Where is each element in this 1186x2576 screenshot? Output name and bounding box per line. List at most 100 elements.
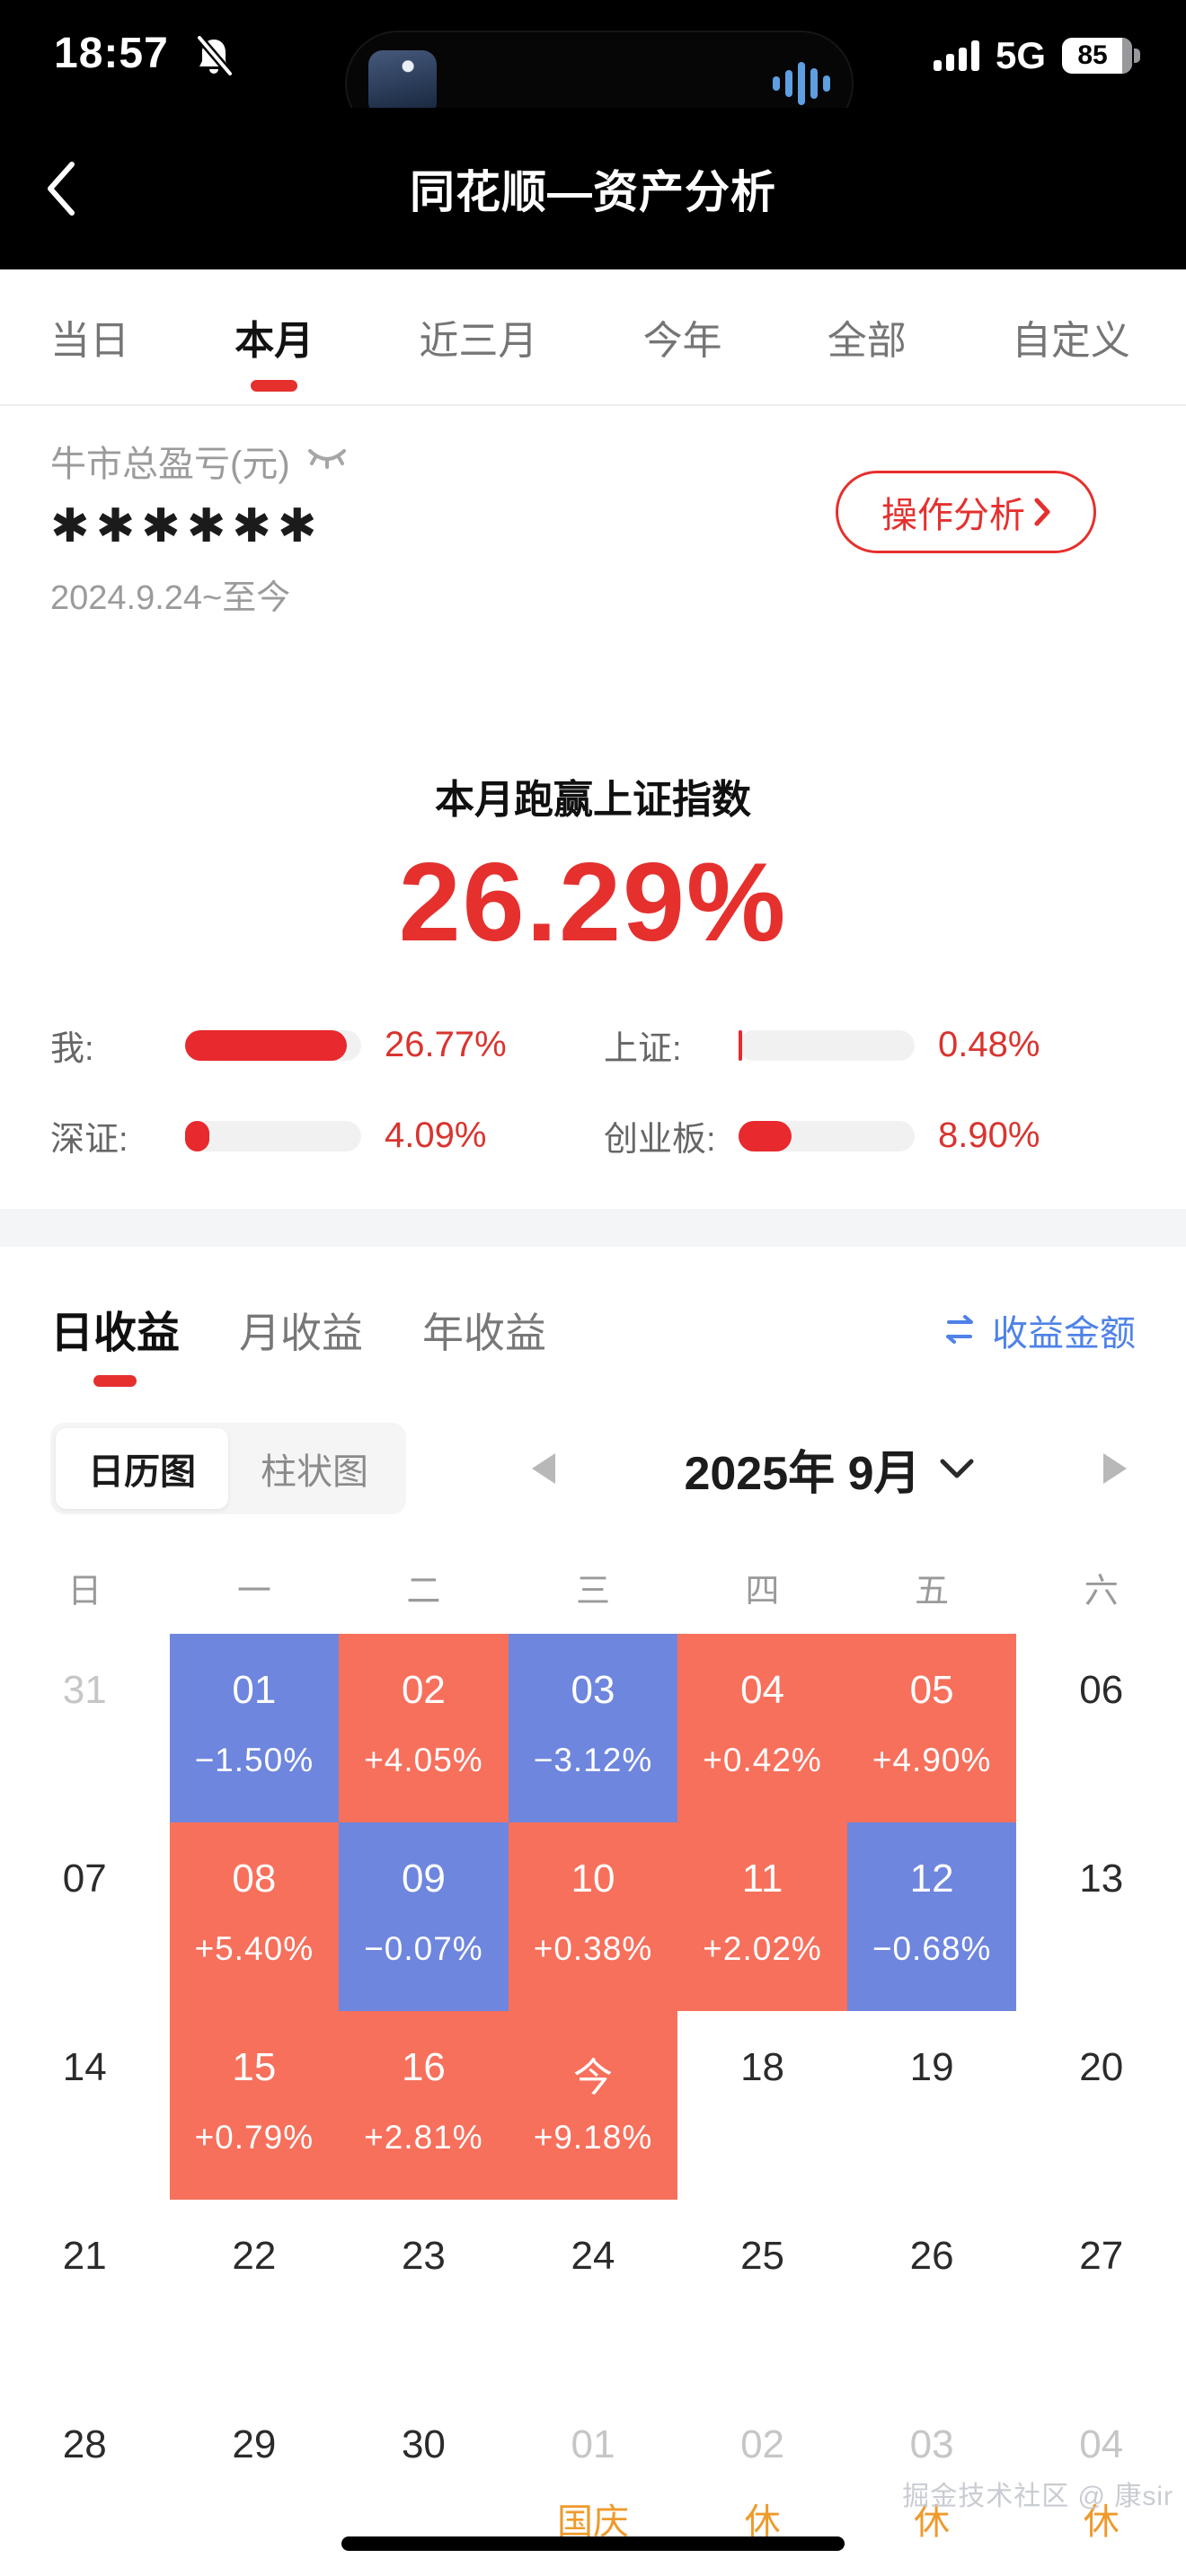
next-month-button[interactable] bbox=[1103, 1453, 1127, 1484]
view-calendar-chart[interactable]: 日历图 bbox=[56, 1428, 228, 1509]
prev-month-button[interactable] bbox=[532, 1453, 555, 1484]
tab-monthly-earnings[interactable]: 月收益 bbox=[239, 1310, 364, 1356]
month-label: 2025年 9月 bbox=[684, 1447, 921, 1500]
day-number: 09 bbox=[401, 1857, 446, 1901]
calendar-cell-31[interactable]: 31 bbox=[0, 1634, 170, 1822]
home-indicator[interactable] bbox=[341, 2536, 845, 2551]
tab-this-month[interactable]: 本月 bbox=[235, 269, 314, 404]
calendar-cell-02[interactable]: 02 +4.05% bbox=[339, 1634, 509, 1822]
tab-all[interactable]: 全部 bbox=[827, 319, 907, 363]
calendar-cell-04[interactable]: 04 +0.42% bbox=[677, 1634, 847, 1822]
day-return: +5.40% bbox=[194, 1930, 314, 1967]
calendar-cell-21[interactable]: 21 bbox=[0, 2200, 170, 2388]
weekday-6: 六 bbox=[1084, 1573, 1119, 1610]
day-number: 今 bbox=[572, 2056, 613, 2100]
view-switcher: 日历图 柱状图 bbox=[50, 1423, 406, 1514]
calendar-cell-29[interactable]: 29 bbox=[170, 2388, 340, 2576]
calendar-cell-20[interactable]: 20 bbox=[1016, 2011, 1186, 2200]
operation-analysis-label: 操作分析 bbox=[881, 496, 1025, 535]
holiday-label: 国庆 bbox=[556, 2502, 629, 2542]
outperform-block: 本月跑赢上证指数 26.29% bbox=[0, 767, 1186, 961]
calendar-cell-03[interactable]: 03 −3.12% bbox=[508, 1634, 678, 1822]
calendar-cell-11[interactable]: 11 +2.02% bbox=[677, 1822, 847, 2011]
day-number: 20 bbox=[1079, 2045, 1124, 2089]
swap-arrows-icon bbox=[946, 1315, 973, 1344]
bar-me-label: 我: bbox=[50, 1030, 94, 1068]
tab-custom[interactable]: 自定义 bbox=[1011, 319, 1130, 363]
weekday-1: 一 bbox=[236, 1573, 271, 1610]
calendar-cell-05[interactable]: 05 +4.90% bbox=[846, 1634, 1017, 1822]
calendar-cell-26[interactable]: 26 bbox=[847, 2200, 1017, 2388]
earnings-tabs: 日收益 月收益 年收益 bbox=[50, 1297, 606, 1387]
day-number: 26 bbox=[909, 2234, 954, 2278]
operation-analysis-button[interactable]: 操作分析 bbox=[836, 471, 1096, 553]
calendar-cell-24[interactable]: 24 bbox=[509, 2200, 678, 2388]
calendar-cell-09[interactable]: 09 −0.07% bbox=[339, 1822, 509, 2011]
day-number: 22 bbox=[232, 2234, 277, 2278]
period-tabs: 当日 本月 近三月 今年 全部 自定义 bbox=[0, 269, 1186, 406]
day-number: 24 bbox=[571, 2234, 615, 2278]
calendar-cell-06[interactable]: 06 bbox=[1016, 1634, 1186, 1822]
watermark: 掘金技术社区 @ 康sir bbox=[902, 2482, 1173, 2511]
calendar-cell-03[interactable]: 03 休 bbox=[847, 2388, 1017, 2576]
calendar-cell-02[interactable]: 02 休 bbox=[677, 2388, 847, 2576]
bar-shanghai-value: 0.48% bbox=[938, 1025, 1040, 1064]
day-number: 04 bbox=[1079, 2422, 1124, 2466]
weekday-header: 日一二三四五六 bbox=[0, 1563, 1186, 1612]
bar-shanghai-label: 上证: bbox=[604, 1030, 682, 1068]
calendar-cell-10[interactable]: 10 +0.38% bbox=[508, 1822, 678, 2011]
day-return: −0.07% bbox=[364, 1930, 483, 1967]
tab-today[interactable]: 当日 bbox=[50, 319, 129, 363]
day-number: 05 bbox=[909, 1668, 954, 1712]
bar-me-track bbox=[185, 1029, 361, 1061]
weekday-2: 二 bbox=[406, 1573, 441, 1610]
month-selector[interactable]: 2025年 9月 bbox=[684, 1435, 974, 1503]
calendar-cell-18[interactable]: 18 bbox=[677, 2011, 847, 2200]
calendar-cell-30[interactable]: 30 bbox=[339, 2388, 509, 2576]
day-return: +0.38% bbox=[533, 1930, 653, 1967]
section-divider bbox=[0, 1209, 1186, 1247]
bar-chinext: 创业板: 8.90% bbox=[604, 1111, 1136, 1160]
day-number: 08 bbox=[232, 1857, 277, 1901]
weekday-5: 五 bbox=[915, 1573, 950, 1610]
day-number: 15 bbox=[232, 2045, 277, 2089]
day-return: +2.02% bbox=[703, 1930, 822, 1967]
tab-daily-earnings[interactable]: 日收益 bbox=[50, 1297, 180, 1387]
calendar-cell-01[interactable]: 01 国庆 bbox=[509, 2388, 678, 2576]
calendar-cell-27[interactable]: 27 bbox=[1016, 2200, 1186, 2388]
day-number: 07 bbox=[62, 1857, 107, 1901]
calendar-cell-28[interactable]: 28 bbox=[0, 2388, 170, 2576]
day-return: +0.42% bbox=[703, 1742, 822, 1778]
calendar-cell-12[interactable]: 12 −0.68% bbox=[846, 1822, 1017, 2011]
calendar-cell-19[interactable]: 19 bbox=[847, 2011, 1017, 2200]
day-number: 11 bbox=[741, 1857, 783, 1901]
calendar-cell-23[interactable]: 23 bbox=[339, 2200, 509, 2388]
calendar-cell-14[interactable]: 14 bbox=[0, 2011, 170, 2200]
outperform-title: 本月跑赢上证指数 bbox=[435, 778, 751, 822]
tab-this-year[interactable]: 今年 bbox=[642, 319, 722, 363]
calendar-cell-25[interactable]: 25 bbox=[677, 2200, 847, 2388]
holiday-label: 休 bbox=[914, 2502, 951, 2542]
calendar-cell-13[interactable]: 13 bbox=[1016, 1822, 1186, 2011]
calendar-cell-08[interactable]: 08 +5.40% bbox=[169, 1822, 340, 2011]
tab-3-months[interactable]: 近三月 bbox=[419, 319, 538, 363]
day-return: +2.81% bbox=[364, 2119, 483, 2156]
earnings-amount-toggle[interactable]: 收益金额 bbox=[940, 1304, 1136, 1387]
calendar-cell-15[interactable]: 15 +0.79% bbox=[169, 2011, 340, 2200]
calendar-cell-04[interactable]: 04 休 bbox=[1016, 2388, 1186, 2576]
eye-closed-icon[interactable] bbox=[306, 441, 348, 481]
tab-yearly-earnings[interactable]: 年收益 bbox=[422, 1310, 547, 1356]
bar-shenzhen: 深证: 4.09% bbox=[50, 1111, 582, 1160]
bar-chinext-value: 8.90% bbox=[938, 1116, 1040, 1155]
calendar-cell-22[interactable]: 22 bbox=[170, 2200, 340, 2388]
day-number: 13 bbox=[1079, 1857, 1124, 1901]
view-bar-chart[interactable]: 柱状图 bbox=[261, 1452, 368, 1492]
month-navigator: 2025年 9月 bbox=[406, 1435, 1136, 1503]
back-button[interactable] bbox=[34, 153, 88, 225]
calendar-cell-01[interactable]: 01 −1.50% bbox=[169, 1634, 340, 1822]
calendar-cell-07[interactable]: 07 bbox=[0, 1822, 170, 2011]
day-return: −0.68% bbox=[872, 1930, 992, 1967]
calendar-cell-today[interactable]: 今 +9.18% bbox=[508, 2011, 678, 2200]
calendar-cell-16[interactable]: 16 +2.81% bbox=[339, 2011, 509, 2200]
